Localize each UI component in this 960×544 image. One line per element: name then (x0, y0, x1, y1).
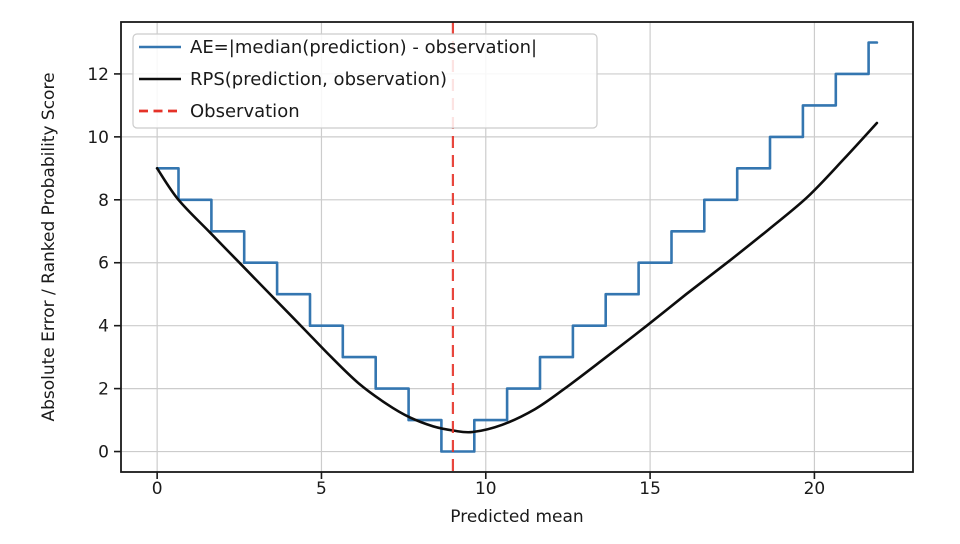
x-tick-label-3: 15 (639, 479, 661, 499)
y-tick-label-4: 8 (98, 191, 109, 211)
y-tick-label-2: 4 (98, 317, 109, 337)
x-tick-label-0: 0 (152, 479, 163, 499)
ae-step-line (155, 41, 879, 453)
axes-frame (120, 21, 914, 473)
x-tick-label-2: 10 (475, 479, 497, 499)
x-tick-label-4: 20 (804, 479, 826, 499)
legend: AE=|median(prediction) - observation| RP… (132, 33, 598, 129)
legend-observation-label: Observation (190, 101, 300, 122)
y-tick-label-3: 6 (98, 254, 109, 274)
y-tick-label-0: 0 (98, 443, 109, 463)
x-axis-label: Predicted mean (450, 507, 583, 527)
legend-rps-label: RPS(prediction, observation) (190, 69, 447, 90)
x-tick-label-1: 5 (316, 479, 327, 499)
legend-box (132, 33, 598, 129)
y-axis-label: Absolute Error / Ranked Probability Scor… (39, 72, 59, 421)
axis-ticks (114, 73, 816, 479)
axis-tick-labels: 0 5 10 15 20 0 2 4 6 8 10 12 (87, 65, 825, 499)
series-lines (155, 22, 879, 472)
legend-ae-label: AE=|median(prediction) - observation| (190, 37, 537, 58)
y-tick-label-6: 12 (87, 65, 109, 85)
y-tick-label-5: 10 (87, 128, 109, 148)
y-tick-label-1: 2 (98, 380, 109, 400)
rps-curve (155, 121, 879, 434)
